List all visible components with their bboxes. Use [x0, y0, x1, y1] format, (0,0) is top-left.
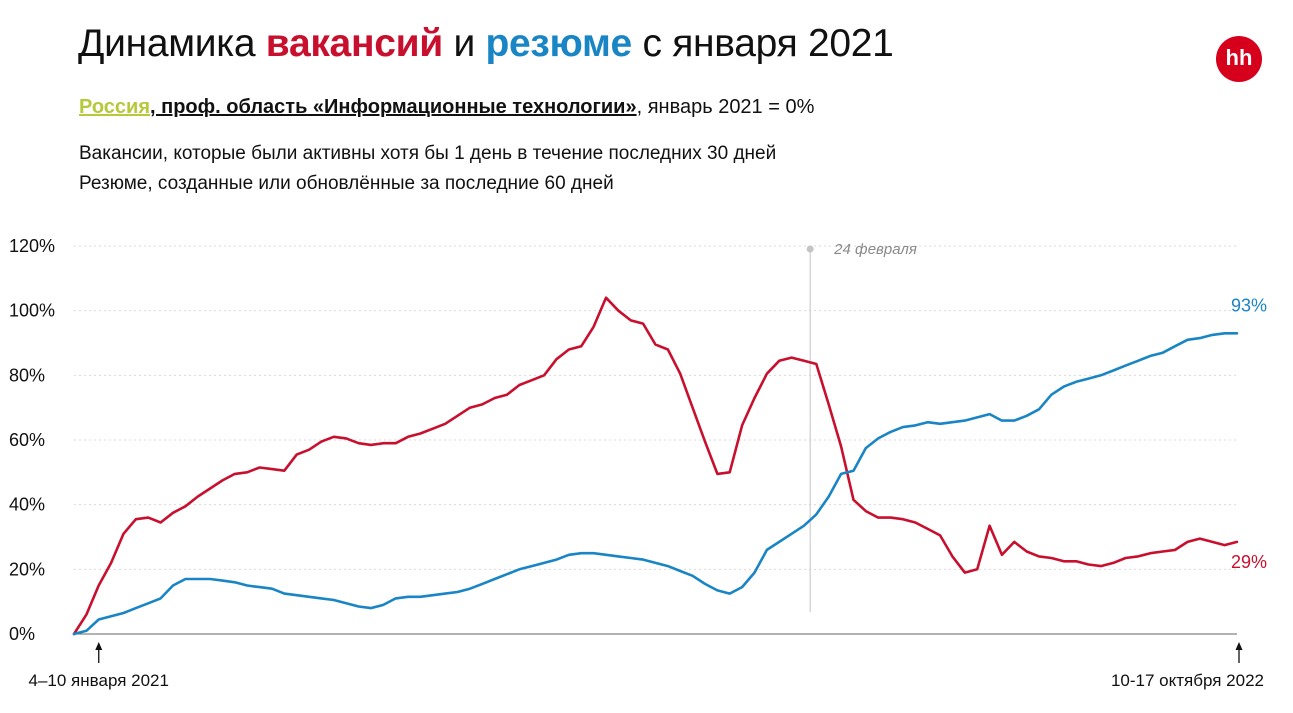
chart-title: Динамика вакансий и резюме с января 2021 [78, 22, 894, 66]
description-resumes: Резюме, созданные или обновлённые за пос… [79, 173, 614, 194]
x-start-arrow-head [95, 642, 103, 650]
title-middle: и [442, 22, 486, 65]
y-tick-label: 80% [9, 365, 45, 385]
chart-subtitle: Россия, проф. область «Информационные те… [79, 96, 814, 119]
subtitle-rest: , январь 2021 = 0% [636, 96, 815, 118]
series-end-label-vacancies: 29% [1231, 552, 1267, 572]
series-end-label-resumes: 93% [1231, 295, 1267, 315]
title-prefix: Динамика [78, 22, 266, 65]
y-tick-label: 60% [9, 430, 45, 450]
y-tick-label: 120% [9, 236, 55, 256]
x-start-label: 4–10 января 2021 [29, 671, 169, 690]
subtitle-area-link[interactable]: , проф. область «Информационные технолог… [150, 96, 637, 118]
x-end-arrow-head [1235, 642, 1243, 650]
x-end-label: 10-17 октября 2022 [1111, 671, 1264, 690]
description-vacancies: Вакансии, которые были активны хотя бы 1… [79, 143, 777, 164]
title-suffix: с января 2021 [631, 22, 894, 65]
annotation-label: 24 февраля [833, 241, 917, 258]
subtitle-region-link[interactable]: Россия [79, 96, 151, 118]
hh-logo: hh [1216, 36, 1262, 82]
series-line-resumes [72, 332, 1239, 636]
y-tick-label: 20% [9, 559, 45, 579]
title-vacancies: вакансий [265, 22, 443, 65]
y-tick-label: 0% [9, 624, 35, 644]
y-tick-label: 40% [9, 495, 45, 515]
series-line-vacancies [72, 296, 1239, 636]
annotation-dot [806, 245, 814, 253]
y-tick-label: 100% [9, 301, 55, 321]
title-resumes: резюме [485, 22, 633, 65]
